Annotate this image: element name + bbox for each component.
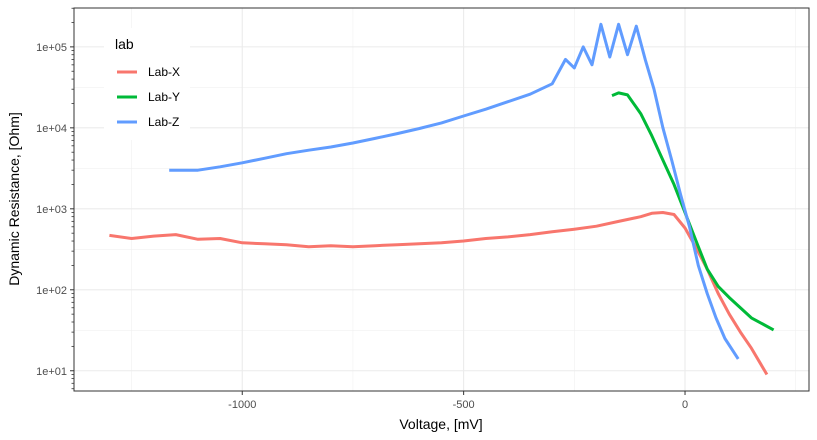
y-tick-label: 1e+04 [36,123,67,135]
series-line-lab-z [169,22,740,360]
series-line-lab-y [611,91,775,332]
panel-background [74,8,809,391]
legend: lab Lab-X Lab-Y Lab-Z [104,28,190,140]
x-tick-label: -500 [453,399,475,411]
x-axis: -1000 -500 0 [228,391,688,411]
y-axis-title: Dynamic Resistance, [Ohm] [6,112,22,286]
x-axis-title: Voltage, [mV] [399,416,482,432]
y-axis: 1e+01 1e+02 1e+03 1e+04 1e+05 [36,7,74,390]
panel-border [73,7,810,392]
series-line-lab-x [109,211,769,376]
grid-major [74,8,809,391]
y-tick-label: 1e+03 [36,204,67,216]
x-tick-label: -1000 [228,399,256,411]
y-tick-label: 1e+02 [36,285,67,297]
x-tick-label: 0 [682,399,688,411]
legend-label-lab-x: Lab-X [148,65,180,79]
y-tick-label: 1e+01 [36,366,67,378]
legend-label-lab-z: Lab-Z [148,115,179,129]
y-tick-label: 1e+05 [36,42,67,54]
legend-label-lab-y: Lab-Y [148,90,180,104]
legend-title: lab [115,36,134,52]
series-layer [109,22,775,376]
